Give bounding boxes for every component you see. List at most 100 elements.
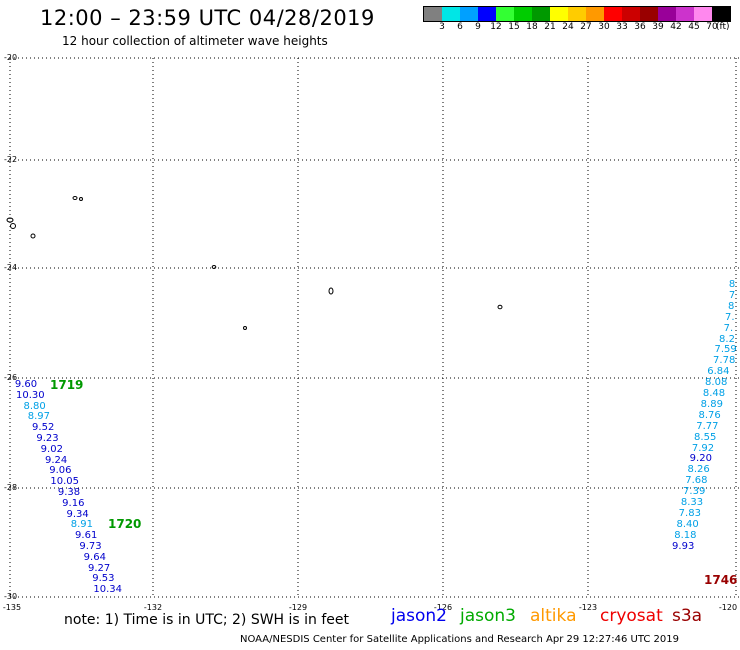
wave-height-value: 9.73 <box>79 541 102 552</box>
legend-label: 3 <box>439 22 445 32</box>
legend-swatch <box>478 7 496 21</box>
wave-height-value: 9.27 <box>87 562 111 574</box>
map-title: 12:00 – 23:59 UTC 04/28/2019 <box>40 6 375 30</box>
wave-height-value: 9.24 <box>44 454 68 466</box>
satellite-name-altika: altika <box>530 606 577 626</box>
wave-height-value: 8.08 <box>705 377 728 389</box>
wave-height-value: 9.34 <box>66 508 89 520</box>
satellite-name-cryosat: cryosat <box>600 606 663 626</box>
wave-height-value: 9.20 <box>689 453 712 465</box>
satellite-name-jason2: jason2 <box>391 606 447 626</box>
color-legend <box>423 6 731 22</box>
wave-height-value: 8.33 <box>680 497 704 508</box>
island-outline <box>30 233 36 239</box>
wave-height-value: 9.60 <box>14 379 38 390</box>
wave-height-value: 8 <box>728 279 736 290</box>
legend-label: 21 <box>544 22 556 32</box>
track-time-label: 1746 <box>704 573 738 587</box>
legend-label: 6 <box>457 22 463 32</box>
wave-height-value: 7.77 <box>696 420 719 432</box>
longitude-label: -129 <box>288 603 308 612</box>
wave-height-value: 8.55 <box>694 431 717 443</box>
wave-height-value: 9.52 <box>32 422 55 434</box>
latitude-label: -20 <box>4 53 18 62</box>
wave-height-value: 8.97 <box>27 411 51 423</box>
longitude-label: -123 <box>578 603 598 612</box>
legend-label: 70 <box>706 22 718 32</box>
map-subtitle: 12 hour collection of altimeter wave hei… <box>62 34 328 48</box>
wave-height-value: 8.40 <box>676 518 699 530</box>
wave-height-value: 8.89 <box>700 398 723 410</box>
legend-swatch <box>604 7 622 21</box>
wave-height-value: 9.93 <box>672 540 695 552</box>
island-outline <box>72 196 78 200</box>
island-outline <box>243 326 247 330</box>
wave-height-value: 8.48 <box>702 388 726 399</box>
wave-height-value: 9.38 <box>57 487 81 498</box>
wave-height-value: 8.76 <box>698 409 721 421</box>
legend-label: 39 <box>652 22 664 32</box>
island-outline <box>10 223 16 229</box>
wave-height-value: 8.80 <box>23 400 46 412</box>
legend-swatch <box>532 7 550 21</box>
wave-height-value: 7 <box>728 289 736 301</box>
legend-swatch <box>496 7 514 21</box>
island-outline <box>211 265 217 269</box>
legend-label: 36 <box>634 22 646 32</box>
wave-height-value: 8.2 <box>719 333 735 345</box>
legend-label: 9 <box>475 22 481 32</box>
legend-swatch <box>568 7 586 21</box>
latitude-label: -28 <box>4 483 18 492</box>
legend-label: 45 <box>688 22 700 32</box>
wave-height-value: 9.53 <box>92 573 115 585</box>
wave-height-value: 8.26 <box>687 464 710 476</box>
longitude-label: -132 <box>143 603 163 612</box>
longitude-label: -126 <box>433 603 453 612</box>
wave-height-value: 9.61 <box>75 530 98 542</box>
satellite-name-jason3: jason3 <box>460 606 516 626</box>
legend-swatch <box>442 7 460 21</box>
legend-swatch <box>586 7 604 21</box>
wave-height-value: 7.39 <box>683 486 706 498</box>
latitude-label: -22 <box>4 155 18 164</box>
legend-label: 15 <box>508 22 520 32</box>
latitude-label: -30 <box>4 592 18 601</box>
legend-swatch <box>640 7 658 21</box>
wave-height-value: 6.84 <box>707 366 730 378</box>
island-outline <box>6 217 14 223</box>
wave-height-value: 7. <box>723 322 734 334</box>
legend-swatch <box>658 7 676 21</box>
longitude-label: -135 <box>2 603 22 612</box>
wave-height-value: 7.68 <box>685 475 708 487</box>
legend-swatch <box>712 7 730 21</box>
legend-label: 12 <box>490 22 502 32</box>
wave-height-value: 7.78 <box>713 355 736 367</box>
wave-height-value: 7.59 <box>714 344 737 356</box>
legend-label: 42 <box>670 22 682 32</box>
satellite-name-s3a: s3a <box>672 606 703 626</box>
island-outline <box>79 197 83 201</box>
wave-height-value: 9.06 <box>49 465 72 477</box>
wave-height-value: 7.92 <box>691 442 715 454</box>
latitude-label: -24 <box>4 263 18 272</box>
wave-height-value: 10.05 <box>50 476 80 488</box>
legend-swatch <box>424 7 442 21</box>
wave-height-value: 8.91 <box>70 519 94 531</box>
wave-height-value: 9.23 <box>36 433 59 444</box>
legend-swatch <box>514 7 532 21</box>
island-outline <box>497 304 503 310</box>
island-outline <box>328 287 334 295</box>
legend-label: 33 <box>616 22 628 32</box>
wave-height-value: 9.02 <box>40 443 63 455</box>
legend-label: 30 <box>598 22 610 32</box>
wave-height-value: 9.64 <box>83 551 106 563</box>
legend-swatch <box>694 7 712 21</box>
track-time-label: 1719 <box>50 378 84 392</box>
legend-swatch <box>460 7 478 21</box>
wave-height-value: 7.83 <box>678 507 701 519</box>
wave-height-value: 10.30 <box>15 389 45 401</box>
credit-line: NOAA/NESDIS Center for Satellite Applica… <box>240 634 679 645</box>
legend-swatch <box>550 7 568 21</box>
wave-height-value: 7. <box>725 311 735 323</box>
